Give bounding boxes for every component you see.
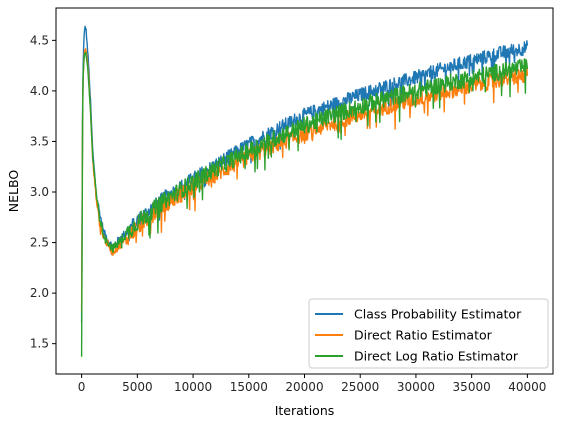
x-tick-label: 15000 bbox=[230, 380, 268, 394]
x-tick-label: 40000 bbox=[508, 380, 546, 394]
x-tick-label: 10000 bbox=[174, 380, 212, 394]
y-tick-label: 3.5 bbox=[30, 134, 49, 148]
series-line-class-probability bbox=[80, 25, 529, 323]
series-lines bbox=[80, 25, 529, 357]
x-tick-label: 20000 bbox=[285, 380, 323, 394]
y-tick-label: 3.0 bbox=[30, 185, 49, 199]
y-tick-label: 4.5 bbox=[30, 33, 49, 47]
series-line-direct-log-ratio bbox=[80, 51, 529, 357]
y-tick-label: 4.0 bbox=[30, 84, 49, 98]
legend-label-direct-ratio: Direct Ratio Estimator bbox=[354, 328, 493, 343]
y-tick-label: 2.5 bbox=[30, 236, 49, 250]
legend-label-class-probability: Class Probability Estimator bbox=[354, 307, 522, 322]
legend-box bbox=[308, 298, 549, 369]
axis-ticks: 0 5000 10000 15000 20000 25000 30000 35000 40000… bbox=[30, 33, 547, 394]
legend-label-direct-log-ratio: Direct Log Ratio Estimator bbox=[354, 349, 519, 364]
x-axis-label: Iterations bbox=[275, 403, 335, 418]
x-tick-label: 25000 bbox=[341, 380, 379, 394]
x-tick-label: 35000 bbox=[453, 380, 491, 394]
series-line-direct-ratio bbox=[80, 48, 529, 312]
x-tick-label: 30000 bbox=[397, 380, 435, 394]
x-tick-label: 0 bbox=[78, 380, 86, 394]
y-tick-label: 2.0 bbox=[30, 286, 49, 300]
y-axis-label: NELBO bbox=[6, 170, 21, 213]
x-tick-label: 5000 bbox=[122, 380, 153, 394]
y-tick-label: 1.5 bbox=[30, 337, 49, 351]
legend: Class Probability Estimator Direct Ratio … bbox=[308, 298, 549, 369]
